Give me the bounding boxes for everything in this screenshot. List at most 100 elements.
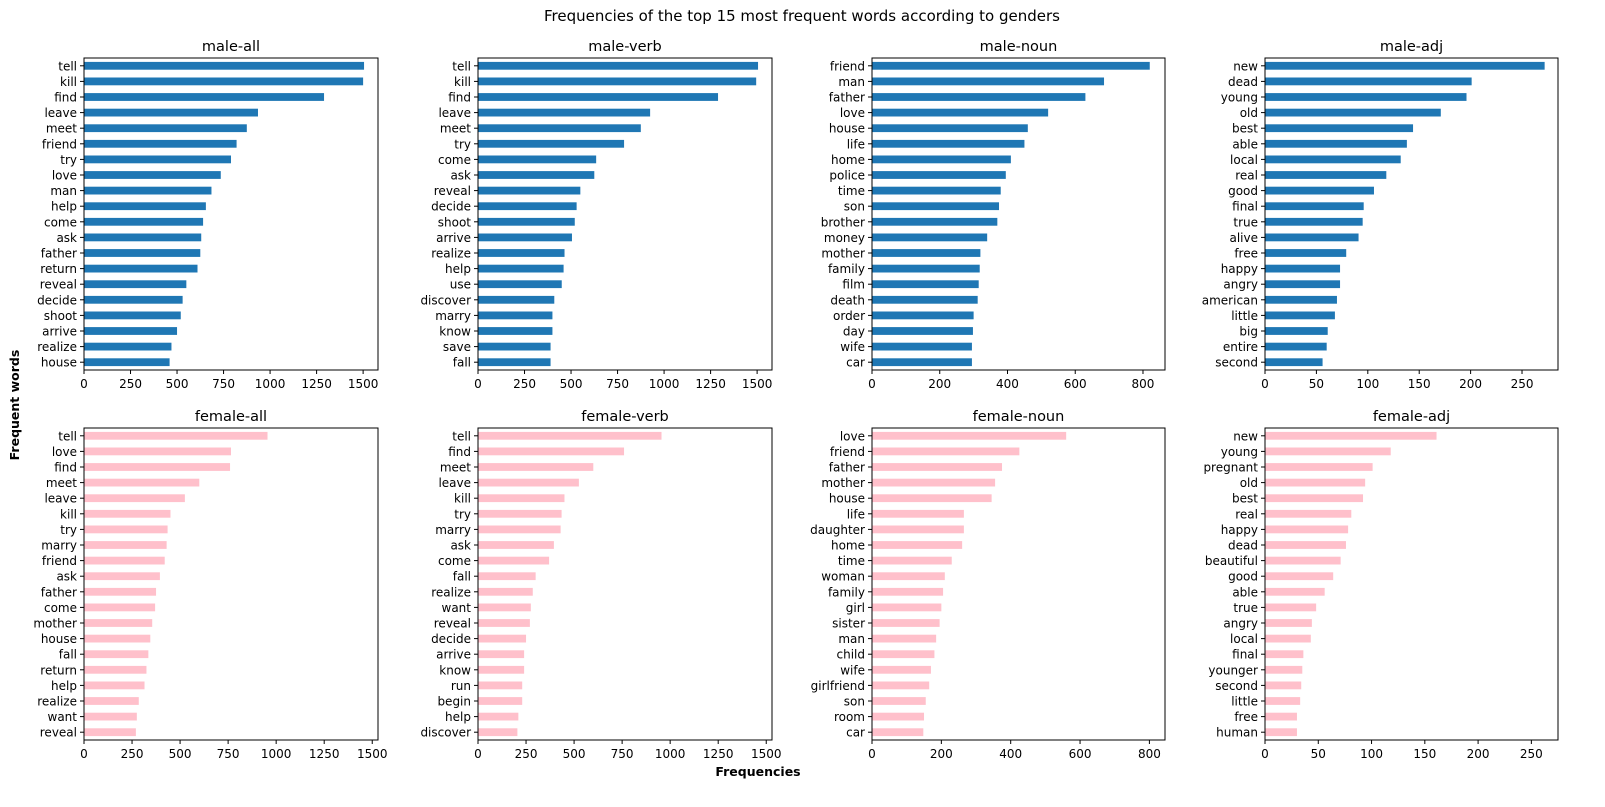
bar-mother bbox=[872, 478, 996, 487]
y-tick-label: father bbox=[41, 585, 77, 599]
y-tick-label: day bbox=[843, 325, 865, 339]
x-tick-label: 0 bbox=[868, 747, 876, 761]
x-tick-label: 50 bbox=[1311, 747, 1326, 761]
y-tick-label: help bbox=[51, 679, 77, 693]
x-tick-label: 800 bbox=[1138, 747, 1161, 761]
y-tick-label: father bbox=[829, 461, 865, 475]
bar-come bbox=[478, 155, 597, 164]
y-tick-label: kill bbox=[454, 492, 471, 506]
x-tick-label: 750 bbox=[217, 747, 240, 761]
y-tick-label: angry bbox=[1223, 617, 1258, 631]
bar-realize bbox=[84, 697, 139, 705]
bar-young bbox=[1265, 93, 1467, 101]
bar-good bbox=[1265, 572, 1334, 581]
y-tick-label: car bbox=[846, 726, 865, 740]
bar-home bbox=[872, 155, 1011, 164]
x-tick-label: 1250 bbox=[703, 747, 734, 761]
y-tick-label: meet bbox=[46, 122, 77, 136]
y-tick-label: friend bbox=[42, 554, 77, 568]
y-tick-label: kill bbox=[60, 75, 77, 89]
y-tick-label: room bbox=[834, 710, 865, 724]
y-tick-label: return bbox=[40, 262, 77, 276]
bar-second bbox=[1265, 358, 1323, 367]
bar-young bbox=[1265, 447, 1391, 456]
y-tick-label: true bbox=[1233, 215, 1258, 229]
y-tick-label: discover bbox=[420, 293, 471, 307]
bar-son bbox=[872, 697, 926, 705]
bar-police bbox=[872, 171, 1006, 179]
bar-house bbox=[872, 494, 992, 503]
x-tick-label: 500 bbox=[169, 747, 192, 761]
bar-man bbox=[872, 634, 937, 643]
bar-real bbox=[1265, 171, 1387, 179]
bar-kill bbox=[84, 509, 171, 518]
bar-fall bbox=[478, 358, 551, 367]
bar-help bbox=[84, 202, 206, 211]
y-tick-label: girlfriend bbox=[811, 679, 865, 693]
y-tick-label: find bbox=[448, 91, 471, 105]
x-tick-label: 150 bbox=[1408, 377, 1431, 391]
bar-return bbox=[84, 665, 147, 674]
bar-dead bbox=[1265, 77, 1472, 86]
bar-mother bbox=[84, 619, 153, 627]
y-tick-label: run bbox=[451, 679, 471, 693]
y-tick-label: help bbox=[445, 710, 471, 724]
bar-shoot bbox=[84, 311, 181, 320]
y-tick-label: life bbox=[847, 507, 865, 521]
y-tick-label: man bbox=[838, 632, 865, 646]
bar-able bbox=[1265, 139, 1407, 148]
subplot-title: female-adj bbox=[1373, 409, 1450, 425]
y-tick-label: ask bbox=[450, 539, 471, 553]
y-tick-label: man bbox=[838, 75, 865, 89]
y-tick-label: police bbox=[829, 169, 865, 183]
y-tick-label: best bbox=[1232, 492, 1258, 506]
bar-new bbox=[1265, 61, 1545, 70]
bar-help bbox=[478, 264, 564, 273]
y-tick-label: tell bbox=[58, 429, 77, 443]
bar-friend bbox=[84, 556, 165, 565]
bar-discover bbox=[478, 295, 555, 304]
x-tick-label: 250 bbox=[513, 377, 536, 391]
x-tick-label: 1250 bbox=[695, 377, 726, 391]
bar-order bbox=[872, 311, 974, 320]
bar-day bbox=[872, 327, 973, 335]
bar-try bbox=[84, 155, 231, 164]
bar-money bbox=[872, 233, 988, 242]
bar-leave bbox=[84, 494, 185, 503]
bar-love bbox=[872, 431, 1067, 440]
y-tick-label: decide bbox=[431, 632, 471, 646]
y-tick-label: friend bbox=[42, 137, 77, 151]
bar-girlfriend bbox=[872, 681, 930, 690]
bar-human bbox=[1265, 728, 1297, 737]
y-tick-label: happy bbox=[1221, 523, 1258, 537]
x-tick-label: 0 bbox=[474, 377, 482, 391]
figure-title: Frequencies of the top 15 most frequent … bbox=[544, 7, 1060, 25]
y-tick-label: new bbox=[1233, 429, 1258, 443]
y-tick-label: find bbox=[448, 445, 471, 459]
axes-frame bbox=[871, 427, 1166, 741]
bar-home bbox=[872, 541, 963, 549]
y-tick-label: man bbox=[50, 184, 77, 198]
bar-tell bbox=[84, 431, 268, 440]
x-tick-label: 1000 bbox=[649, 377, 680, 391]
y-tick-label: son bbox=[844, 695, 865, 709]
bar-shoot bbox=[478, 217, 575, 226]
y-tick-label: fall bbox=[453, 356, 471, 370]
bar-happy bbox=[1265, 525, 1349, 534]
bar-meet bbox=[84, 124, 247, 133]
bar-sister bbox=[872, 619, 940, 627]
x-tick-label: 200 bbox=[930, 747, 953, 761]
subplot-grid: tellkillfindleavemeetfriendtrylovemanhel… bbox=[33, 39, 1559, 761]
y-tick-label: try bbox=[454, 137, 471, 151]
bar-happy bbox=[1265, 264, 1341, 273]
y-tick-label: second bbox=[1215, 679, 1258, 693]
bar-room bbox=[872, 712, 925, 721]
y-tick-label: able bbox=[1232, 137, 1258, 151]
bar-decide bbox=[478, 634, 527, 643]
y-tick-label: save bbox=[443, 340, 471, 354]
bar-come bbox=[84, 603, 156, 612]
y-tick-label: final bbox=[1232, 648, 1258, 662]
bar-marry bbox=[478, 525, 561, 534]
